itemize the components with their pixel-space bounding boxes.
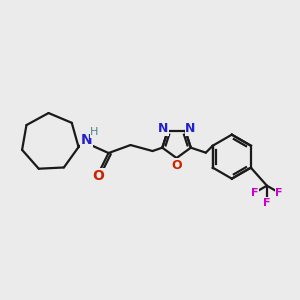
- Text: F: F: [251, 188, 259, 198]
- Text: O: O: [171, 158, 182, 172]
- Text: H: H: [90, 127, 99, 137]
- Text: O: O: [93, 169, 104, 183]
- Text: F: F: [275, 188, 283, 198]
- Text: N: N: [185, 122, 196, 135]
- Text: N: N: [158, 122, 168, 135]
- Text: F: F: [263, 198, 271, 208]
- Text: N: N: [81, 133, 92, 147]
